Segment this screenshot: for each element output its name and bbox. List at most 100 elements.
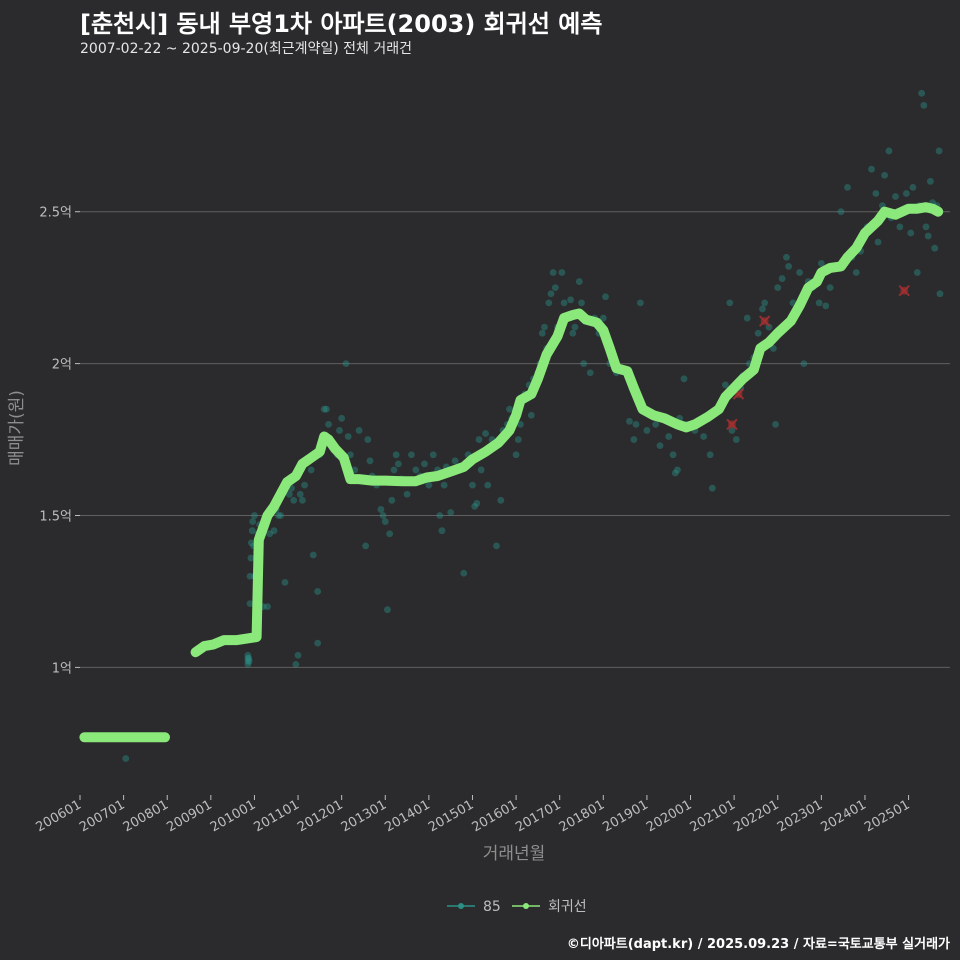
- chart-subtitle: 2007-02-22 ~ 2025-09-20(최근계약일) 전체 거래건: [80, 41, 412, 57]
- scatter-point: [403, 490, 411, 498]
- scatter-point: [765, 323, 773, 331]
- scatter-point: [541, 323, 548, 331]
- scatter-point: [482, 430, 489, 437]
- scatter-point: [754, 329, 762, 337]
- scatter-point: [822, 302, 830, 310]
- scatter-point: [560, 299, 568, 307]
- scatter-point: [512, 451, 520, 459]
- scatter-point: [247, 539, 255, 547]
- scatter-point: [665, 433, 673, 440]
- scatter-point: [246, 600, 254, 608]
- legend-label: 회귀선: [548, 899, 587, 915]
- excluded-marker: [758, 315, 771, 327]
- scatter-point: [342, 360, 350, 368]
- scatter-point: [436, 512, 444, 519]
- scatter-point: [902, 190, 910, 197]
- scatter-point: [527, 411, 535, 419]
- scatter-point: [245, 657, 253, 665]
- scatter-point: [381, 518, 389, 525]
- scatter-point: [309, 551, 317, 559]
- y-tick-label: 1.5억: [39, 510, 72, 525]
- scatter-point: [772, 420, 779, 428]
- y-tick-label: 2.5억: [39, 206, 72, 221]
- y-tick-label: 1억: [52, 661, 72, 676]
- scatter-point: [922, 223, 930, 231]
- y-tick-label: 2억: [52, 358, 72, 373]
- scatter-point: [122, 755, 130, 762]
- x-axis-ticks: 2006012007012008012009012010012011012012…: [34, 795, 913, 835]
- x-tick-label: 202401: [818, 797, 868, 835]
- scatter-point: [935, 147, 943, 155]
- scatter-point: [346, 451, 354, 459]
- scatter-point: [244, 660, 252, 668]
- scatter-point: [872, 190, 880, 197]
- scatter-point: [425, 481, 433, 489]
- scatter-point: [325, 420, 332, 428]
- scatter-point: [785, 262, 793, 270]
- scatter-point: [460, 569, 468, 577]
- footer-credit: ©디아파트(dapt.kr) / 2025.09.23 / 자료=국토교통부 실…: [566, 937, 950, 952]
- scatter-point: [896, 223, 904, 231]
- scatter-point: [514, 436, 522, 443]
- x-tick-label: 202301: [775, 797, 825, 835]
- scatter-point: [722, 381, 729, 389]
- scatter-point: [294, 651, 302, 659]
- scatter-point: [852, 269, 860, 276]
- scatter-point: [671, 469, 679, 477]
- scatter-point: [264, 603, 271, 611]
- scatter-point: [669, 451, 677, 459]
- scatter-point: [388, 496, 396, 504]
- scatter-point: [909, 184, 917, 191]
- scatter-point: [307, 466, 315, 474]
- scatter-point: [800, 360, 808, 368]
- scatter-point: [473, 499, 481, 507]
- scatter-point: [636, 299, 644, 307]
- scatter-point: [759, 305, 766, 313]
- scatter-point: [429, 451, 437, 459]
- scatter-point: [475, 436, 483, 443]
- x-tick-label: 201901: [600, 797, 650, 835]
- x-tick-label: 202201: [731, 797, 781, 835]
- scatter-point: [817, 259, 825, 267]
- scatter-point: [907, 229, 915, 237]
- scatter-point: [377, 506, 385, 513]
- scatter-point: [761, 299, 769, 307]
- scatter-point: [708, 484, 716, 492]
- scatter-point: [471, 502, 479, 510]
- scatter-point: [726, 299, 734, 307]
- scatter-point: [656, 442, 664, 450]
- y-axis-title: 매매가(원): [7, 390, 27, 466]
- x-tick-label: 201201: [295, 797, 345, 835]
- scatter-point: [783, 253, 790, 261]
- scatter-point: [245, 654, 253, 662]
- scatter-point: [826, 284, 834, 292]
- scatter-point: [567, 296, 575, 304]
- y-axis-ticks: 1억 1.5억 2억 2.5억: [39, 206, 80, 676]
- scatter-point: [493, 542, 500, 550]
- scatter-point: [538, 329, 546, 337]
- grid-lines: [80, 211, 950, 668]
- scatter-point: [290, 496, 298, 504]
- chart-title: [춘천시] 동내 부영1차 아파트(2003) 회귀선 예측: [80, 10, 603, 38]
- scatter-point: [551, 284, 559, 292]
- scatter-point: [881, 171, 888, 179]
- scatter-point: [440, 481, 448, 489]
- scatter-point: [936, 290, 944, 298]
- scatter-point: [296, 490, 304, 498]
- x-tick-label: 200701: [77, 797, 127, 835]
- scatter-point: [366, 457, 374, 465]
- scatter-point: [438, 527, 446, 535]
- regression-line: [79, 202, 944, 743]
- scatter-point: [421, 460, 428, 468]
- scatter-point: [244, 651, 252, 659]
- scatter-point: [251, 512, 258, 519]
- scatter-point: [338, 414, 346, 422]
- scatter-point: [913, 269, 921, 276]
- x-tick-label: 202101: [688, 797, 738, 835]
- scatter-point: [547, 290, 555, 298]
- scatter-point: [314, 639, 322, 647]
- scatter-point: [394, 460, 402, 468]
- scatter-point: [549, 269, 557, 276]
- scatter-point: [626, 417, 633, 425]
